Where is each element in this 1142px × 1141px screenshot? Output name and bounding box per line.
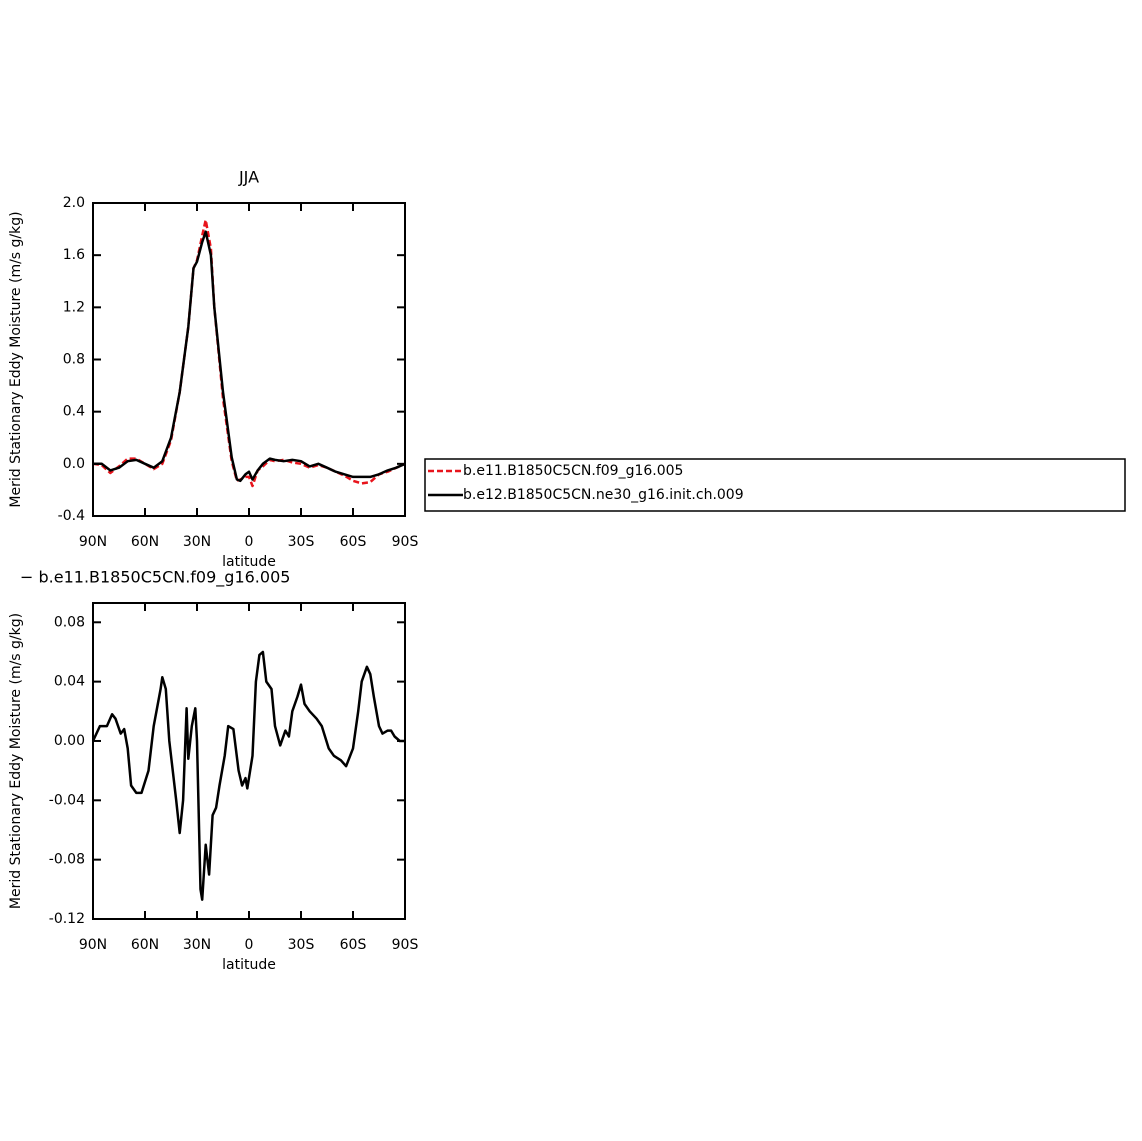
x-tick-label: 60S: [340, 534, 367, 550]
y-tick-label: 0.04: [54, 674, 85, 690]
y-tick-label: -0.08: [49, 852, 85, 868]
y-axis-label: Merid Stationary Eddy Moisture (m/s g/kg…: [8, 613, 24, 909]
x-tick-label: 30N: [183, 937, 211, 953]
x-tick-label: 30S: [288, 937, 315, 953]
x-tick-label: 30N: [183, 534, 211, 550]
legend-label: b.e12.B1850C5CN.ne30_g16.init.ch.009: [463, 487, 744, 503]
x-tick-label: 60N: [131, 937, 159, 953]
data-line: [91, 650, 405, 901]
data-line: [92, 218, 406, 488]
x-tick-label: 0: [245, 534, 254, 550]
plot-frame: [92, 602, 406, 920]
plot-frame: [92, 202, 406, 517]
y-tick-label: 1.6: [63, 247, 85, 263]
legend-box: [424, 458, 1126, 512]
y-tick-label: 0.8: [63, 352, 85, 368]
x-tick-label: 30S: [288, 534, 315, 550]
y-axis-label: Merid Stationary Eddy Moisture (m/s g/kg…: [8, 211, 24, 507]
y-tick-label: 0.0: [63, 456, 85, 472]
y-tick-label: 0.00: [54, 733, 85, 749]
chart-title: − b.e11.B1850C5CN.f09_g16.005: [20, 568, 290, 588]
chart-title: JJA: [238, 168, 259, 187]
y-tick-label: -0.12: [49, 911, 85, 927]
x-axis-label: latitude: [222, 957, 276, 973]
x-tick-label: 90S: [392, 534, 419, 550]
y-tick-label: 1.2: [63, 299, 85, 315]
x-axis-label: latitude: [222, 554, 276, 570]
y-tick-label: 2.0: [63, 195, 85, 211]
y-tick-label: 0.4: [63, 404, 85, 420]
x-tick-label: 60N: [131, 534, 159, 550]
x-tick-label: 90N: [79, 534, 107, 550]
x-tick-label: 90S: [392, 937, 419, 953]
y-tick-label: 0.08: [54, 614, 85, 630]
x-tick-label: 60S: [340, 937, 367, 953]
data-line: [93, 230, 406, 483]
y-tick-label: -0.4: [58, 508, 85, 524]
y-tick-label: -0.04: [49, 792, 85, 808]
x-tick-label: 90N: [79, 937, 107, 953]
legend-label: b.e11.B1850C5CN.f09_g16.005: [463, 463, 683, 479]
x-tick-label: 0: [245, 937, 254, 953]
